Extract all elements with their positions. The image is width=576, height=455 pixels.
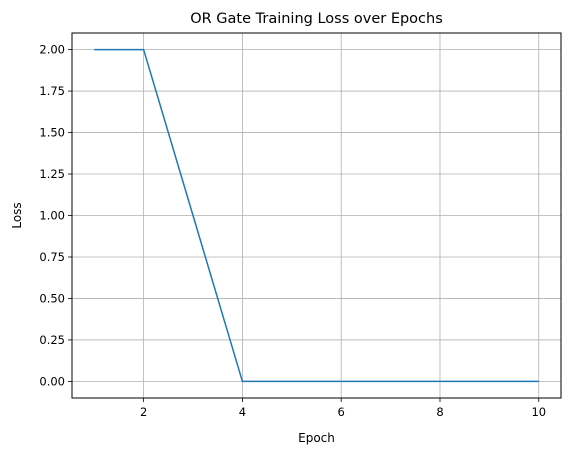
x-axis-ticks: 2 4 6 8 10 [140,398,546,419]
y-tick-label: 1.00 [39,209,65,223]
y-tick-label: 0.25 [39,333,65,347]
y-tick-label: 0.50 [39,291,65,305]
x-axis-label: Epoch [298,431,335,445]
y-tick-label: 1.50 [39,126,65,140]
y-axis-label: Loss [10,202,24,228]
x-tick-label: 2 [140,405,147,419]
y-tick-label: 1.25 [39,167,65,181]
y-tick-label: 2.00 [39,43,65,57]
loss-line [94,48,539,383]
x-tick-label: 4 [239,405,246,419]
x-tick-label: 8 [436,405,443,419]
x-tick-label: 10 [531,405,546,419]
y-tick-label: 1.75 [39,84,65,98]
x-tick-label: 6 [338,405,345,419]
chart-title: OR Gate Training Loss over Epochs [190,11,443,27]
grid [72,33,561,398]
y-tick-label: 0.75 [39,250,65,264]
series-layer [94,48,539,383]
y-axis-ticks: 0.00 0.25 0.50 0.75 1.00 1.25 1.50 1.75 2.00 [39,43,72,388]
y-tick-label: 0.00 [39,374,65,388]
